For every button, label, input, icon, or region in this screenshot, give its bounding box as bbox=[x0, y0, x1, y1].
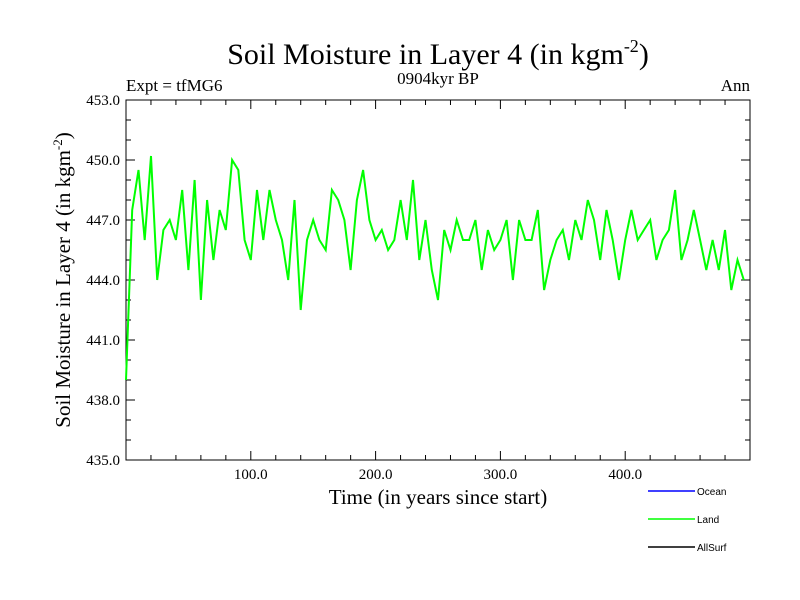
y-tick-label: 438.0 bbox=[86, 393, 120, 409]
legend: Ocean Land AllSurf bbox=[648, 487, 727, 554]
x-tick-label: 400.0 bbox=[608, 467, 642, 483]
legend-label-ocean: Ocean bbox=[697, 487, 726, 498]
x-tick-label: 200.0 bbox=[359, 467, 393, 483]
x-tick-labels: 100.0 200.0 300.0 400.0 bbox=[234, 467, 642, 483]
chart-title: Soil Moisture in Layer 4 (in kgm-2) bbox=[227, 36, 649, 71]
y-axis-label: Soil Moisture in Layer 4 (in kgm-2) bbox=[50, 132, 75, 427]
y-tick-label: 453.0 bbox=[86, 93, 120, 109]
y-tick-label: 435.0 bbox=[86, 453, 120, 469]
season-label: Ann bbox=[721, 76, 751, 95]
experiment-label: Expt = tfMG6 bbox=[126, 76, 222, 95]
y-tick-label: 444.0 bbox=[86, 273, 120, 289]
period-label: 0904kyr BP bbox=[397, 69, 479, 88]
y-tick-labels: 435.0 438.0 441.0 444.0 447.0 450.0 453.0 bbox=[86, 93, 120, 469]
y-tick-label: 441.0 bbox=[86, 333, 120, 349]
series-land-line bbox=[125, 155, 745, 381]
legend-label-land: Land bbox=[697, 515, 719, 526]
y-tick-label: 447.0 bbox=[86, 213, 120, 229]
x-tick-label: 100.0 bbox=[234, 467, 268, 483]
x-axis-label: Time (in years since start) bbox=[329, 485, 548, 509]
axis-ticks bbox=[126, 99, 750, 461]
plot-frame bbox=[125, 99, 751, 461]
y-tick-label: 450.0 bbox=[86, 153, 120, 169]
x-tick-label: 300.0 bbox=[484, 467, 518, 483]
legend-label-allsurf: AllSurf bbox=[697, 543, 727, 554]
